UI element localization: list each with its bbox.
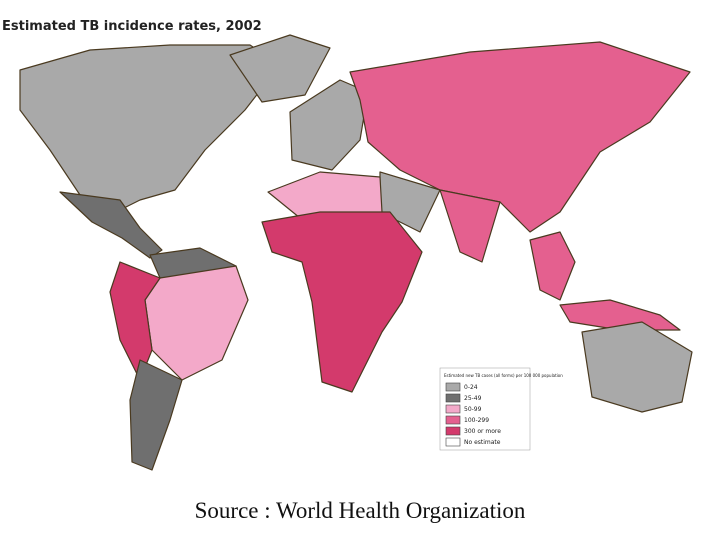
legend-label: 100-299 <box>464 417 489 424</box>
map-title: Estimated TB incidence rates, 2002 <box>2 19 262 34</box>
legend-label: 300 or more <box>464 428 501 435</box>
indonesia <box>559 299 681 331</box>
legend-label: No estimate <box>464 439 501 446</box>
north-america <box>19 44 281 216</box>
legend-label: 0-24 <box>464 384 478 391</box>
legend-swatch <box>445 415 461 425</box>
sub-saharan-africa <box>261 211 423 393</box>
legend: Estimated new TB cases (all forms) per 1… <box>439 367 563 451</box>
legend-swatch <box>445 382 461 392</box>
legend-swatch <box>445 393 461 403</box>
legend-label: 25-49 <box>464 395 482 402</box>
legend-swatch <box>445 404 461 414</box>
north-africa <box>267 171 383 219</box>
world-map <box>19 34 693 471</box>
legend-label: 50-99 <box>464 406 482 413</box>
greenland <box>229 34 331 103</box>
southeast-asia <box>529 231 576 301</box>
southern-cone <box>129 359 183 471</box>
europe <box>289 79 369 171</box>
north-asia <box>349 41 691 233</box>
source: Source : World Health Organization <box>195 498 526 523</box>
south-asia <box>439 189 501 263</box>
legend-title: Estimated new TB cases (all forms) per 1… <box>444 373 563 378</box>
australia <box>581 321 693 413</box>
legend-swatch <box>445 426 461 436</box>
legend-swatch <box>445 437 461 447</box>
